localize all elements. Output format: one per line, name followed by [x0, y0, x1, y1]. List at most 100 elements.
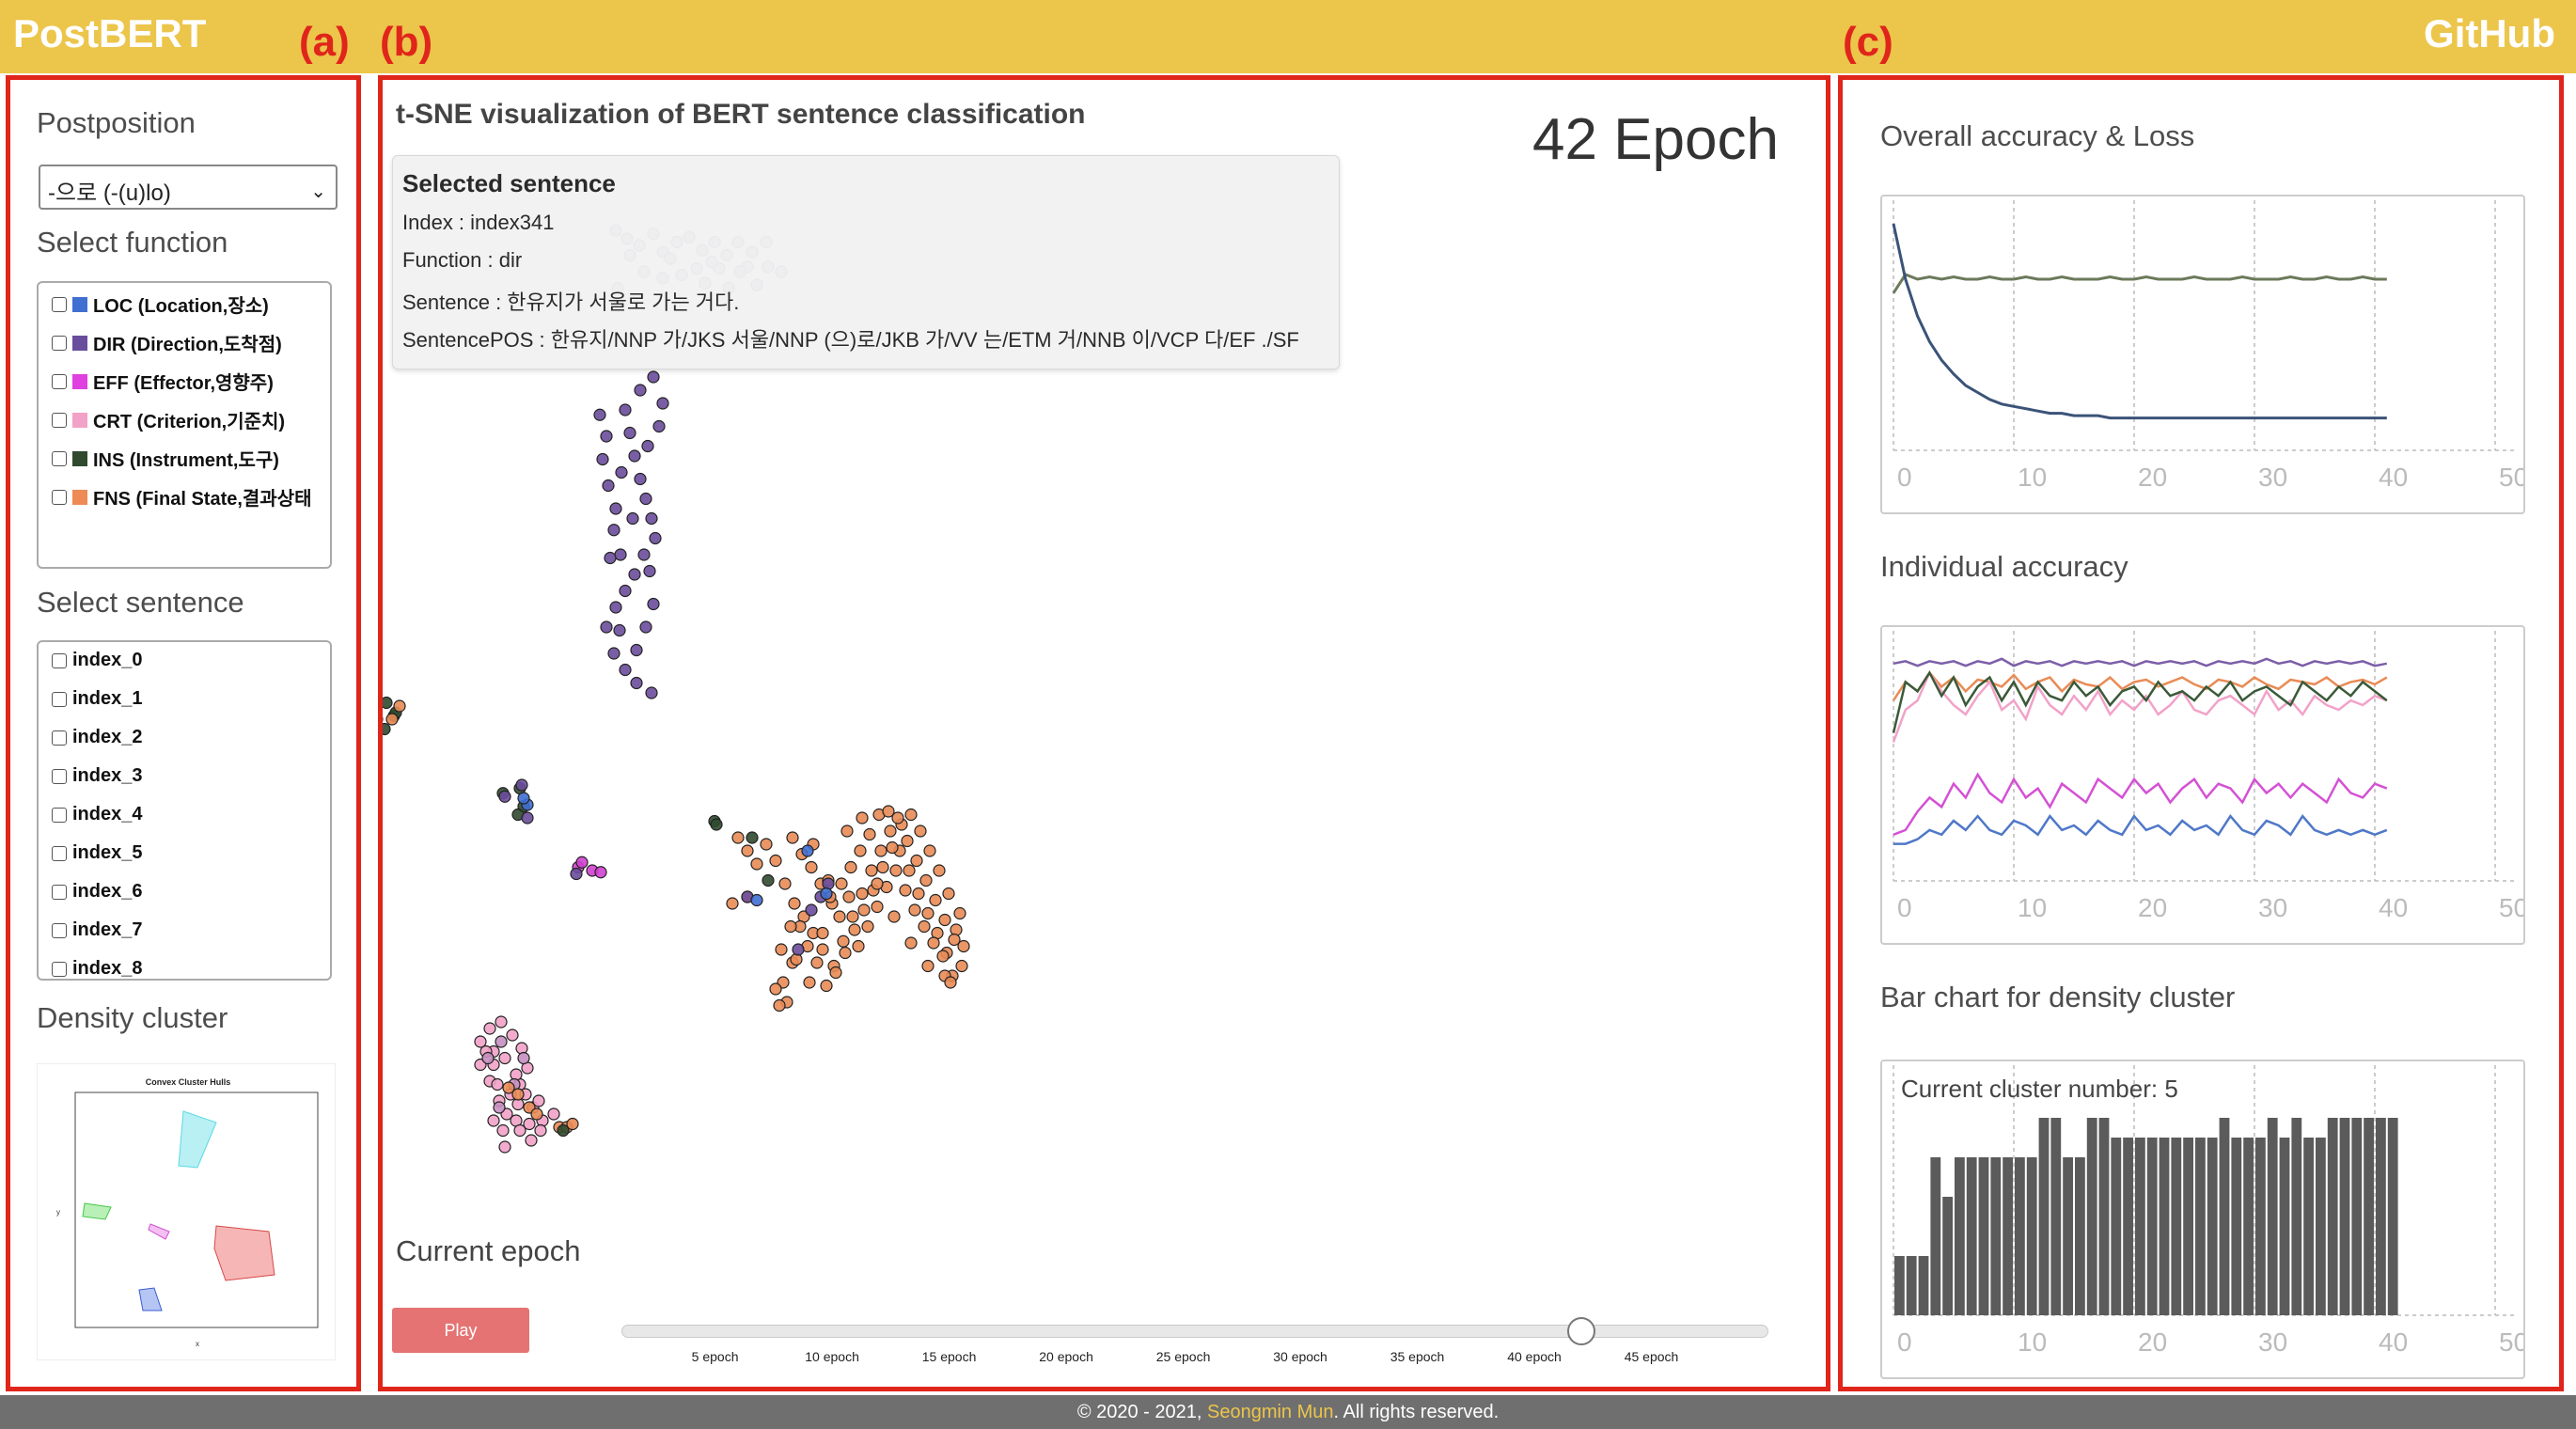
tsne-point[interactable]: [615, 465, 628, 479]
tsne-point[interactable]: [630, 643, 643, 657]
tsne-point[interactable]: [919, 873, 933, 887]
sentence-item[interactable]: index_8: [52, 958, 142, 979]
tsne-point[interactable]: [912, 887, 925, 901]
tsne-point[interactable]: [639, 620, 652, 634]
tsne-point[interactable]: [487, 1114, 500, 1127]
tsne-point[interactable]: [899, 884, 912, 897]
tsne-point[interactable]: [936, 950, 950, 963]
tsne-point[interactable]: [600, 430, 613, 443]
sentence-checkbox[interactable]: [52, 845, 67, 861]
sentence-checkbox[interactable]: [52, 922, 67, 938]
tsne-point[interactable]: [647, 370, 660, 384]
tsne-point[interactable]: [833, 910, 846, 923]
tsne-point[interactable]: [950, 923, 963, 936]
tsne-point[interactable]: [856, 887, 869, 901]
github-link[interactable]: GitHub: [2424, 11, 2555, 55]
tsne-point[interactable]: [513, 1123, 526, 1138]
tsne-point[interactable]: [839, 946, 852, 960]
tsne-point[interactable]: [854, 844, 867, 857]
tsne-point[interactable]: [628, 449, 641, 463]
tsne-point[interactable]: [643, 564, 656, 578]
tsne-point[interactable]: [547, 1107, 560, 1121]
tsne-point[interactable]: [820, 887, 833, 901]
tsne-point[interactable]: [921, 959, 935, 973]
sentence-item[interactable]: index_2: [52, 727, 142, 748]
function-checkbox[interactable]: [52, 373, 67, 389]
tsne-point[interactable]: [957, 939, 970, 953]
tsne-point[interactable]: [483, 1022, 496, 1035]
tsne-point[interactable]: [645, 686, 658, 699]
tsne-point[interactable]: [778, 877, 792, 890]
tsne-point[interactable]: [493, 1101, 506, 1114]
tsne-point[interactable]: [846, 910, 859, 923]
function-item-crt[interactable]: CRT (Criterion,기준치): [52, 406, 285, 433]
tsne-point[interactable]: [942, 887, 955, 901]
tsne-point[interactable]: [623, 426, 636, 440]
sentence-checkbox[interactable]: [52, 730, 67, 746]
tsne-point[interactable]: [901, 834, 914, 848]
tsne-point[interactable]: [874, 844, 887, 857]
tsne-point[interactable]: [575, 856, 589, 869]
tsne-point[interactable]: [515, 778, 528, 792]
tsne-point[interactable]: [861, 919, 874, 934]
tsne-point[interactable]: [594, 866, 607, 879]
function-item-eff[interactable]: EFF (Effector,영향주): [52, 368, 274, 395]
tsne-point[interactable]: [530, 1107, 543, 1121]
tsne-point[interactable]: [383, 722, 391, 736]
tsne-point[interactable]: [805, 903, 818, 917]
tsne-point[interactable]: [835, 877, 848, 890]
tsne-point[interactable]: [852, 939, 865, 953]
play-button[interactable]: Play: [392, 1308, 529, 1353]
tsne-point[interactable]: [889, 864, 903, 877]
tsne-point[interactable]: [816, 943, 829, 956]
tsne-point[interactable]: [593, 408, 606, 421]
sentence-item[interactable]: index_5: [52, 842, 142, 864]
sentence-checkbox[interactable]: [52, 652, 67, 668]
sentence-item[interactable]: index_1: [52, 688, 142, 710]
function-checkbox[interactable]: [52, 296, 67, 312]
tsne-point[interactable]: [933, 864, 946, 877]
tsne-point[interactable]: [801, 844, 814, 857]
tsne-point[interactable]: [904, 936, 918, 950]
tsne-point[interactable]: [630, 676, 643, 690]
sentence-checkbox[interactable]: [52, 961, 67, 977]
sentence-item[interactable]: index_6: [52, 881, 142, 903]
tsne-point[interactable]: [750, 857, 763, 871]
tsne-point[interactable]: [498, 1051, 511, 1065]
tsne-point[interactable]: [609, 502, 622, 515]
tsne-point[interactable]: [613, 623, 626, 637]
author-link[interactable]: Seongmin Mun: [1207, 1402, 1334, 1422]
tsne-point[interactable]: [491, 1077, 504, 1091]
tsne-point[interactable]: [803, 976, 816, 989]
tsne-point[interactable]: [820, 979, 833, 993]
tsne-point[interactable]: [534, 1123, 547, 1138]
sentence-item[interactable]: index_0: [52, 650, 142, 671]
tsne-point[interactable]: [525, 1134, 538, 1147]
tsne-point[interactable]: [645, 511, 658, 526]
tsne-point[interactable]: [857, 903, 871, 917]
tsne-point[interactable]: [383, 696, 393, 710]
sentence-checkbox[interactable]: [52, 807, 67, 823]
tsne-point[interactable]: [792, 943, 805, 956]
tsne-point[interactable]: [481, 1051, 495, 1065]
tsne-point[interactable]: [628, 568, 641, 581]
epoch-slider-track[interactable]: [621, 1325, 1768, 1338]
tsne-point[interactable]: [750, 893, 763, 907]
brand-logo[interactable]: PostBERT: [13, 11, 207, 55]
tsne-point[interactable]: [871, 877, 884, 890]
tsne-point[interactable]: [607, 524, 620, 537]
tsne-point[interactable]: [865, 864, 878, 877]
tsne-point[interactable]: [863, 827, 876, 841]
tsne-point[interactable]: [762, 873, 775, 887]
tsne-point[interactable]: [769, 982, 782, 996]
tsne-point[interactable]: [842, 890, 856, 903]
tsne-point[interactable]: [517, 792, 530, 805]
tsne-point[interactable]: [746, 831, 759, 844]
tsne-point[interactable]: [726, 897, 739, 910]
tsne-point[interactable]: [647, 597, 660, 611]
tsne-point[interactable]: [856, 811, 869, 824]
tsne-point[interactable]: [607, 647, 620, 660]
sentence-item[interactable]: index_7: [52, 919, 142, 941]
tsne-point[interactable]: [955, 959, 968, 973]
tsne-point[interactable]: [829, 966, 842, 980]
